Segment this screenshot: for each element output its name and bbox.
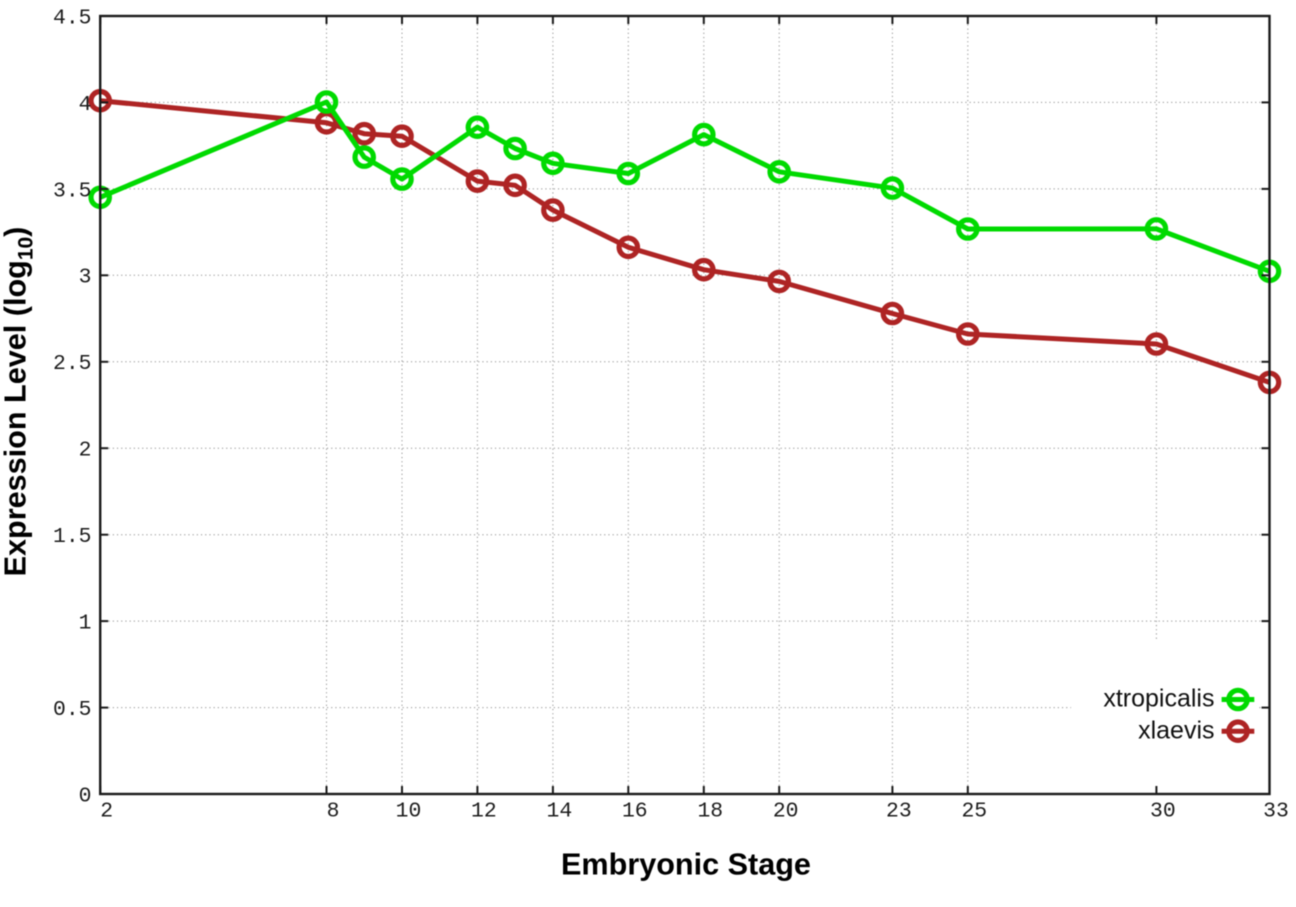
- svg-text:1.5: 1.5: [53, 525, 92, 549]
- svg-text:8: 8: [327, 800, 340, 824]
- svg-text:Expression Level (log10): Expression Level (log10): [0, 227, 38, 577]
- svg-text:18: 18: [697, 800, 723, 824]
- svg-text:10: 10: [396, 800, 422, 824]
- svg-text:2.5: 2.5: [53, 352, 92, 376]
- svg-text:30: 30: [1150, 800, 1176, 824]
- svg-text:14: 14: [547, 800, 573, 824]
- svg-text:25: 25: [961, 800, 987, 824]
- svg-text:0: 0: [79, 784, 92, 808]
- svg-text:0.5: 0.5: [53, 698, 92, 722]
- svg-text:4.5: 4.5: [53, 6, 92, 30]
- svg-text:2: 2: [79, 439, 92, 463]
- svg-text:1: 1: [79, 612, 92, 636]
- svg-text:xtropicalis: xtropicalis: [1103, 684, 1214, 712]
- svg-text:3: 3: [79, 266, 92, 290]
- svg-text:23: 23: [886, 800, 912, 824]
- svg-text:xlaevis: xlaevis: [1138, 716, 1214, 744]
- svg-text:4: 4: [79, 93, 92, 117]
- svg-text:12: 12: [471, 800, 497, 824]
- svg-text:Embryonic Stage: Embryonic Stage: [561, 847, 811, 881]
- svg-text:33: 33: [1263, 800, 1289, 824]
- svg-text:2: 2: [100, 800, 113, 824]
- svg-text:3.5: 3.5: [53, 179, 92, 203]
- svg-text:16: 16: [622, 800, 648, 824]
- svg-text:20: 20: [773, 800, 799, 824]
